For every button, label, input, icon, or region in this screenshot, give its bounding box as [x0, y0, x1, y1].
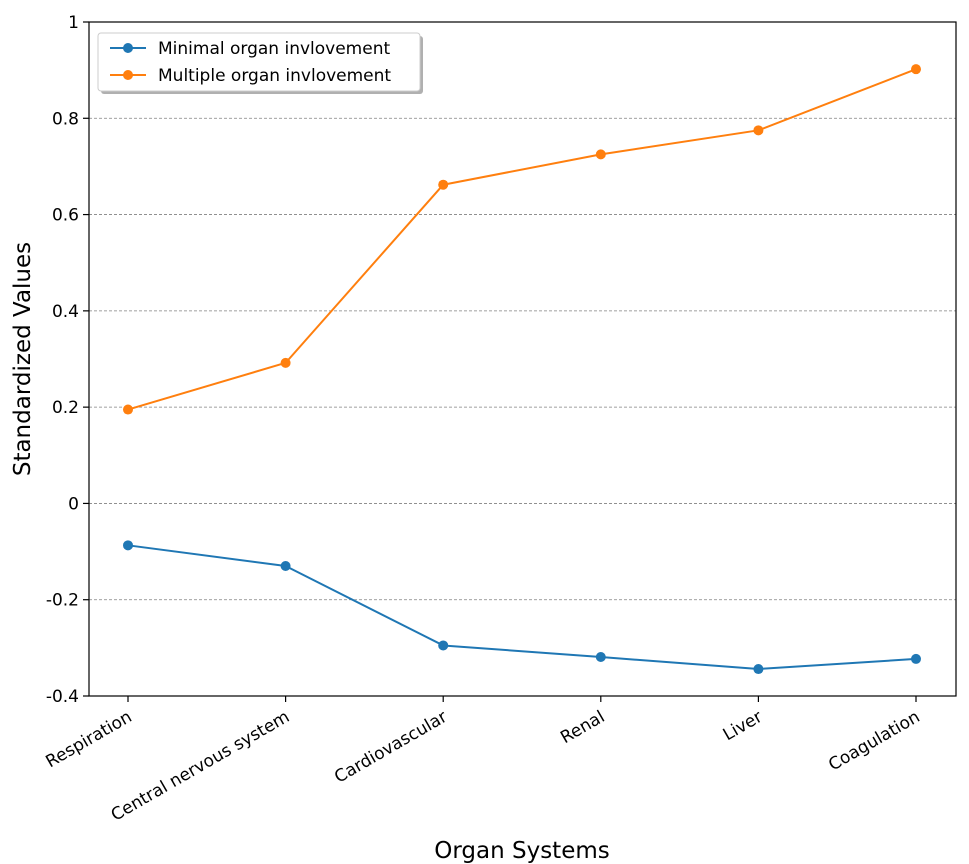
legend-swatch-marker — [123, 43, 133, 53]
plot-frame — [88, 21, 957, 697]
legend-box — [97, 32, 421, 92]
x-tick-label: Coagulation — [825, 707, 923, 775]
y-tick-label: 0.4 — [52, 302, 79, 322]
y-tick-label: 0.2 — [52, 398, 79, 418]
legend: Minimal organ invlovement Multiple organ … — [97, 32, 423, 94]
y-tick-label: -0.2 — [46, 591, 79, 611]
x-tick-label: Respiration — [42, 707, 135, 772]
y-tick-label: 0.6 — [52, 206, 79, 226]
x-tick-label: Renal — [557, 707, 608, 748]
x-tick-label: Liver — [720, 707, 766, 745]
data-point — [595, 652, 606, 663]
grid-lines — [89, 21, 956, 697]
data-point — [280, 357, 291, 368]
y-tick-label: 0.8 — [52, 109, 79, 129]
x-tick-label: Central nervous system — [108, 707, 293, 826]
axes: -0.4 -0.2 0 0.2 0.4 0.6 0.8 1 RespirationCentral… — [42, 13, 957, 826]
series-group — [123, 64, 921, 415]
data-point — [911, 64, 921, 75]
series-line — [127, 68, 917, 411]
series-line — [127, 544, 917, 671]
x-tick-label: Cardiovascular — [331, 707, 451, 788]
data-point — [438, 179, 449, 190]
y-tick-label: 0 — [68, 494, 79, 514]
data-point — [280, 561, 291, 572]
data-point — [123, 404, 133, 415]
data-point — [911, 653, 921, 664]
y-tick-label: 1 — [68, 13, 79, 33]
series-lines — [123, 64, 921, 675]
legend-swatch-marker — [123, 70, 133, 80]
data-point — [123, 540, 133, 551]
legend-label: Multiple organ invlovement — [158, 66, 391, 86]
x-axis-title: Organ Systems — [434, 838, 610, 864]
data-point — [438, 640, 449, 651]
data-point — [753, 125, 764, 136]
y-axis-title: Standardized Values — [10, 242, 36, 476]
series-group — [123, 540, 921, 675]
data-point — [595, 149, 606, 160]
legend-label: Minimal organ invlovement — [158, 39, 390, 59]
data-point — [753, 664, 764, 675]
y-tick-label: -0.4 — [46, 687, 79, 707]
